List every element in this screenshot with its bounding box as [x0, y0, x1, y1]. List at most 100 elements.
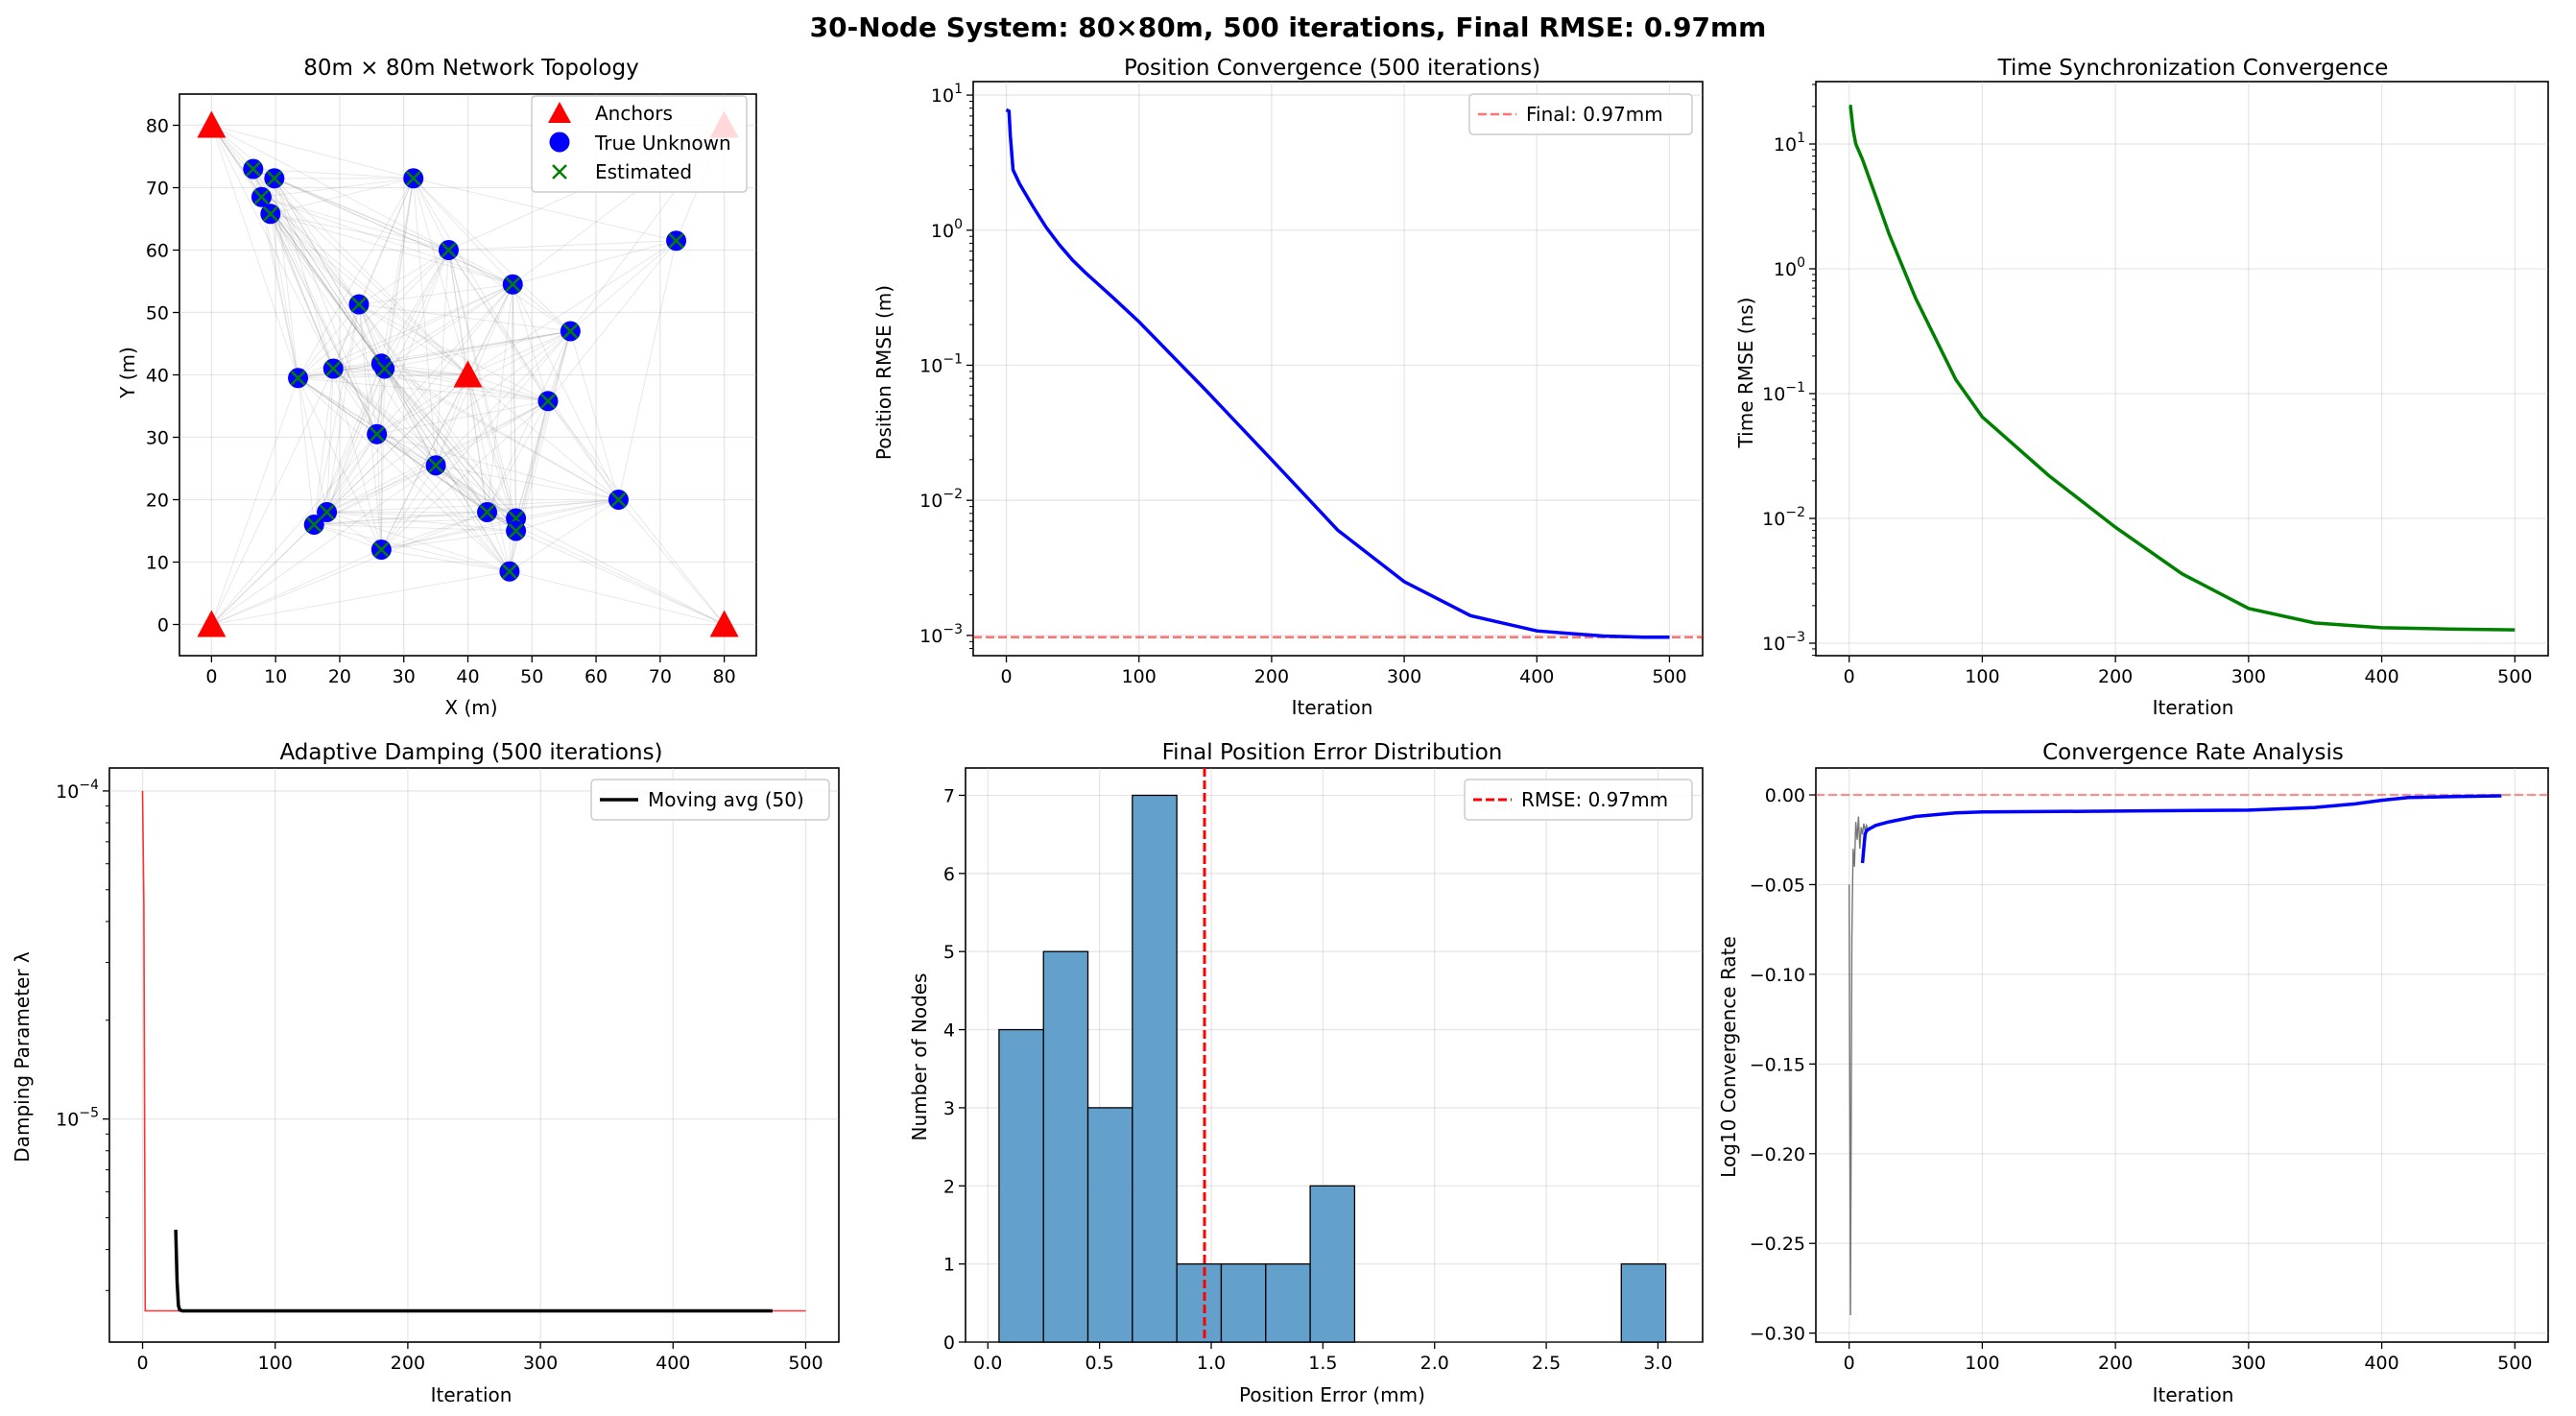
network-link — [384, 368, 437, 466]
histogram-bar — [1176, 1262, 1223, 1343]
y-tick-label: 0 — [157, 615, 169, 636]
legend-box — [531, 95, 748, 193]
y-tick-label: 100 — [1774, 255, 1805, 280]
estimated-marker — [479, 504, 495, 520]
estimated-marker — [562, 324, 579, 339]
topology-title: 80m × 80m Network Topology — [303, 56, 638, 81]
network-link — [413, 178, 449, 251]
network-link — [298, 330, 571, 379]
estimated-marker — [325, 361, 342, 376]
network-link — [512, 284, 517, 519]
network-link — [261, 178, 414, 198]
network-link — [515, 330, 571, 532]
network-link — [252, 168, 513, 285]
network-link — [252, 168, 468, 375]
network-link — [376, 433, 511, 572]
network-link — [512, 284, 549, 401]
network-link — [376, 433, 437, 467]
network-link — [210, 125, 382, 365]
y-tick-label: −0.30 — [1750, 1324, 1805, 1345]
y-tick-label: 3 — [943, 1098, 955, 1119]
network-link — [448, 240, 677, 251]
network-link — [313, 363, 382, 525]
network-link — [270, 213, 513, 285]
y-tick-label: 10−2 — [1762, 505, 1805, 530]
network-link — [467, 284, 513, 375]
network-link — [512, 283, 571, 332]
network-link — [252, 168, 360, 305]
network-link — [515, 400, 549, 519]
time-panel: Time Synchronization Convergence Iterati… — [1734, 56, 2549, 719]
damping-title: Adaptive Damping (500 iterations) — [279, 740, 662, 765]
network-link — [261, 196, 386, 370]
position-plot: 0 100 200 300 400 500 101 100 10−1 10−2 10−3 — [919, 81, 1704, 687]
network-link — [298, 178, 415, 379]
network-link — [358, 303, 382, 364]
histogram-xlabel: Position Error (mm) — [1239, 1383, 1425, 1406]
network-link — [467, 374, 619, 500]
y-tick-label: 7 — [943, 785, 955, 806]
network-link — [487, 512, 725, 625]
position-panel: Position Convergence (500 iterations) It… — [872, 56, 1704, 719]
x-tick-label: 10 — [264, 666, 287, 687]
network-link — [413, 178, 513, 285]
x-tick-label: 3.0 — [1643, 1353, 1672, 1374]
anchor-node — [197, 610, 227, 637]
position-rmse-line — [1005, 108, 1670, 639]
x-tick-label: 500 — [788, 1353, 823, 1374]
network-link — [376, 283, 513, 435]
x-tick-label: 60 — [584, 666, 608, 687]
y-tick-label: −0.05 — [1750, 875, 1805, 896]
network-link — [358, 303, 468, 375]
network-link — [274, 178, 360, 305]
network-link — [326, 465, 437, 513]
network-link — [211, 524, 315, 625]
network-link — [570, 240, 677, 332]
plot-frame — [1815, 81, 2549, 657]
network-link — [274, 178, 378, 435]
network-link — [380, 363, 488, 513]
estimated-marker — [428, 457, 443, 473]
network-link — [487, 512, 511, 572]
network-link — [261, 196, 468, 375]
rate-plot: 0 100 200 300 400 500 0.00 −0.05 −0.10 −0.15 −0.20… — [1750, 767, 2549, 1374]
network-link — [569, 330, 619, 500]
network-link — [211, 125, 360, 305]
x-tick-label: 200 — [391, 1353, 425, 1374]
network-link — [358, 303, 488, 513]
network-link — [487, 284, 513, 513]
network-link — [381, 363, 468, 375]
unknown-legend-icon — [549, 132, 570, 153]
network-link — [448, 250, 513, 285]
network-link — [384, 368, 516, 519]
network-link — [467, 240, 677, 375]
estimated-marker — [441, 242, 457, 258]
x-tick-label: 0.0 — [973, 1353, 1002, 1374]
histogram-bar — [1132, 794, 1178, 1343]
y-tick-label: 6 — [943, 864, 955, 885]
rate-title: Convergence Rate Analysis — [2042, 740, 2344, 765]
legend-box — [1468, 93, 1693, 135]
x-tick-label: 0 — [1844, 1353, 1855, 1374]
network-link — [467, 374, 549, 402]
network-link — [211, 512, 488, 625]
x-tick-label: 70 — [649, 666, 672, 687]
x-tick-label: 50 — [520, 666, 543, 687]
network-link — [270, 213, 360, 305]
x-tick-label: 400 — [2364, 666, 2398, 687]
network-link — [435, 330, 571, 467]
network-link — [380, 284, 513, 550]
time-rmse-line — [1849, 105, 2516, 632]
legend-label-estimated: Estimated — [595, 160, 692, 183]
x-tick-label: 200 — [2098, 666, 2133, 687]
rate-ylabel: Log10 Convergence Rate — [1717, 936, 1740, 1178]
x-tick-label: 0 — [1000, 666, 1012, 687]
network-link — [447, 250, 468, 375]
network-link — [512, 284, 517, 532]
histogram-plot: 0.0 0.5 1.0 1.5 2.0 2.5 3.0 0 1 2 3 4 5 6 7 — [943, 767, 1704, 1374]
network-link — [384, 250, 449, 370]
network-link — [333, 283, 513, 370]
y-tick-label: 2 — [943, 1176, 955, 1197]
x-tick-label: 400 — [2364, 1353, 2398, 1374]
y-tick-label: 0.00 — [1765, 785, 1805, 806]
